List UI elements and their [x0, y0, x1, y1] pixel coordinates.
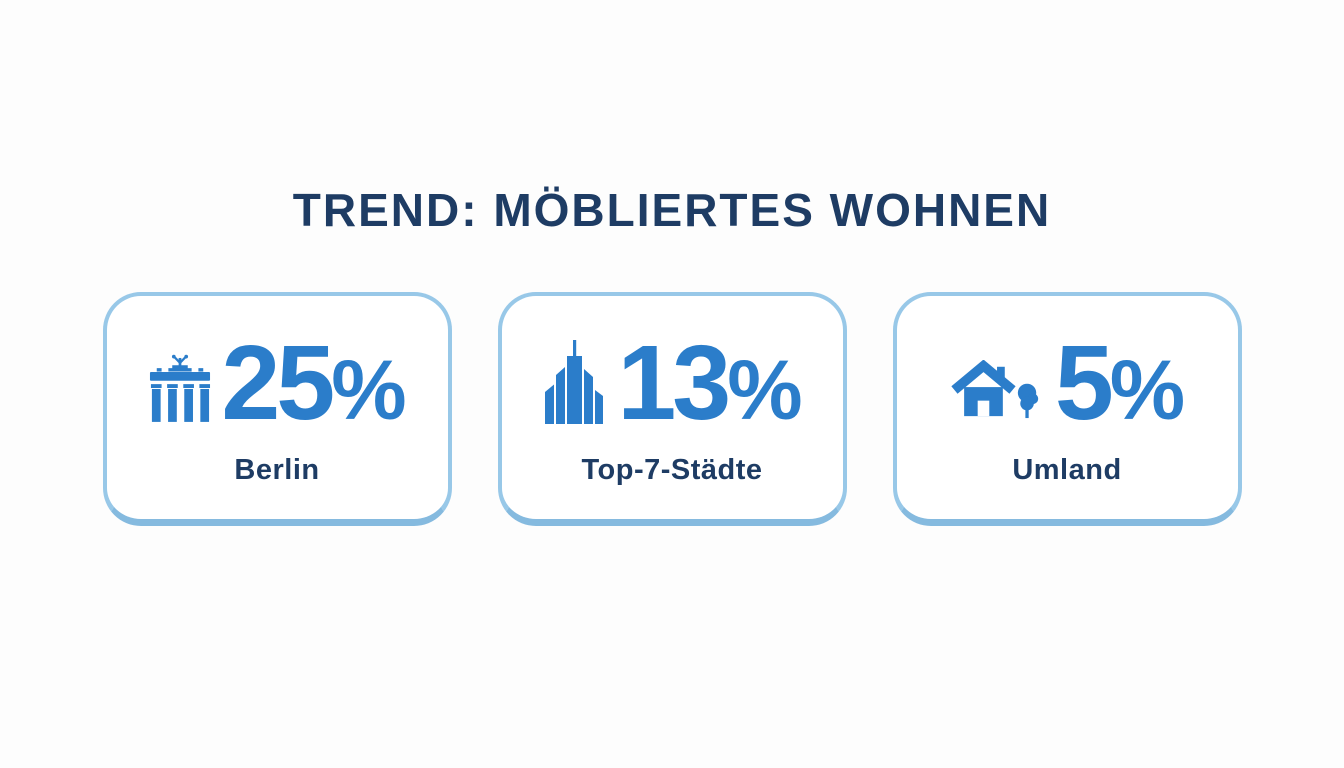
house-and-tree-icon [951, 360, 1045, 420]
stat-label-berlin: Berlin [234, 454, 320, 486]
stat-label-top7: Top-7-Städte [581, 454, 763, 486]
stat-value-umland: 5% [1054, 324, 1185, 442]
stat-card-berlin: 25% Berlin [102, 292, 452, 526]
stat-row: 5% [951, 324, 1185, 442]
city-skyline-icon [543, 340, 607, 424]
percent-sign: % [727, 342, 802, 437]
stat-card-top7: 13% Top-7-Städte [497, 292, 847, 526]
page-title: TREND: MÖBLIERTES WOHNEN [292, 184, 1052, 236]
stat-cards-row: 25% Berlin 13% Top-7-Städ [102, 292, 1242, 526]
stat-card-umland: 5% Umland [892, 292, 1242, 526]
stat-label-umland: Umland [1012, 454, 1122, 486]
infographic: TREND: MÖBLIERTES WOHNEN [102, 184, 1242, 526]
stat-row: 25% [149, 324, 407, 442]
brandenburg-gate-icon [149, 354, 211, 422]
stat-value-top7: 13% [617, 324, 802, 442]
percent-sign: % [1109, 342, 1185, 437]
stat-value-berlin: 25% [221, 324, 406, 442]
stat-row: 13% [543, 324, 803, 442]
percent-sign: % [331, 342, 406, 437]
